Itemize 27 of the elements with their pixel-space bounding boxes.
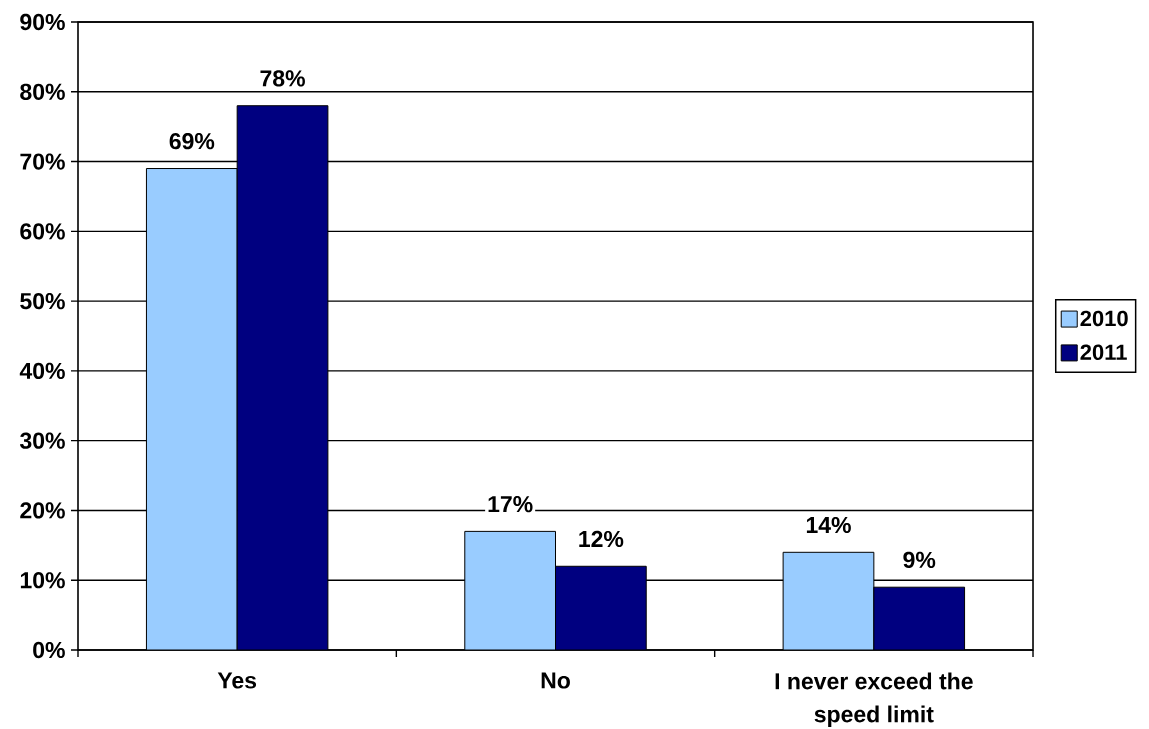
data-label: 78%: [260, 70, 305, 87]
x-tick-label: Yes: [217, 672, 257, 689]
bar: [782, 551, 875, 650]
bar: [236, 105, 329, 650]
bar: [873, 586, 966, 650]
bar: [145, 168, 238, 650]
legend-label: 2010: [1080, 310, 1128, 327]
y-tick-label: 40%: [19, 362, 65, 380]
data-label: 9%: [903, 551, 936, 568]
data-label: 12%: [579, 530, 624, 548]
y-tick-label: 70%: [20, 153, 65, 170]
y-tick-label: 80%: [20, 83, 65, 100]
y-tick-label: 0%: [33, 641, 65, 659]
data-label: 14%: [806, 516, 851, 534]
y-tick-label: 90%: [20, 13, 65, 31]
data-label: 69%: [169, 133, 215, 150]
y-tick-label: 30%: [19, 432, 65, 449]
bar: [555, 565, 647, 650]
legend-label: 2011: [1080, 344, 1127, 361]
bar: [464, 530, 556, 650]
x-tick-label: No: [541, 672, 570, 689]
y-tick-label: 50%: [20, 292, 65, 310]
data-label: 17%: [488, 496, 533, 513]
x-tick-label: I never exceed the speed limit: [775, 672, 973, 727]
y-tick-label: 60%: [20, 223, 65, 240]
y-tick-label: 20%: [20, 502, 65, 519]
y-tick-label: 10%: [20, 572, 65, 589]
